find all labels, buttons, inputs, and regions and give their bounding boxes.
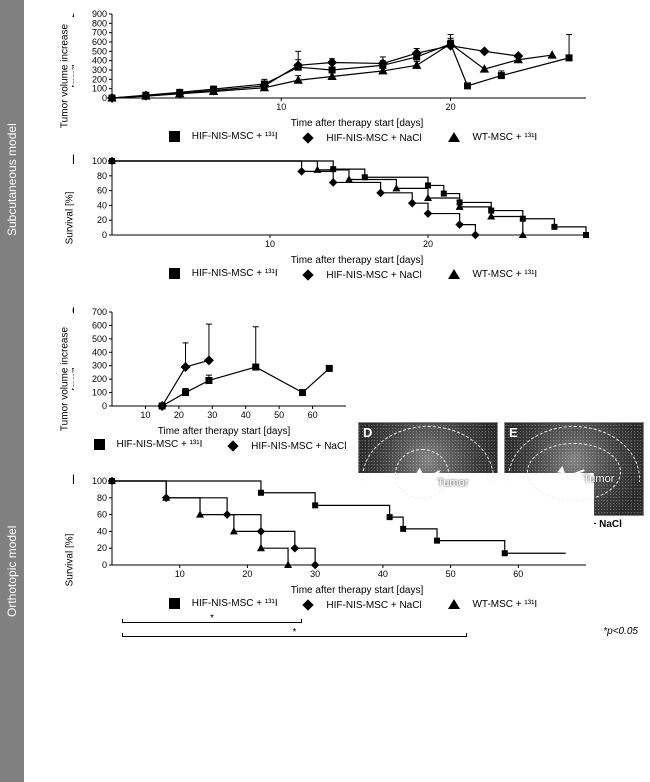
sig-bracket-2: * bbox=[122, 636, 467, 642]
panel-F: F Survival [%] 020406080100102030405060 … bbox=[74, 473, 640, 646]
panel-tag-E: E bbox=[509, 425, 518, 440]
svg-text:100: 100 bbox=[92, 476, 107, 486]
svg-text:30: 30 bbox=[207, 410, 217, 420]
svg-text:100: 100 bbox=[92, 156, 107, 166]
panel-C: C Tumor volume increase [mm³] 0100200300… bbox=[74, 304, 374, 453]
svg-text:50: 50 bbox=[274, 410, 284, 420]
svg-text:400: 400 bbox=[92, 347, 107, 357]
legend-A: HIF-NIS-MSC + ¹³¹I HIF-NIS-MSC + NaCl WT… bbox=[74, 131, 640, 145]
tumor-label-E: Tumor bbox=[583, 473, 614, 485]
svg-text:500: 500 bbox=[92, 334, 107, 344]
svg-text:0: 0 bbox=[102, 560, 107, 570]
panel-B: B Survival [%] 0204060801001020 Time aft… bbox=[74, 153, 640, 282]
p-value-note: *p<0.05 bbox=[603, 626, 638, 637]
panel-A: A Tumor volume increase [mm³] 0100200300… bbox=[74, 6, 640, 145]
svg-text:40: 40 bbox=[97, 200, 107, 210]
sig-bracket-1: * bbox=[122, 622, 302, 628]
svg-text:20: 20 bbox=[423, 239, 433, 249]
svg-text:20: 20 bbox=[174, 410, 184, 420]
svg-text:100: 100 bbox=[92, 84, 107, 94]
svg-text:60: 60 bbox=[97, 510, 107, 520]
panel-tag-D: D bbox=[363, 425, 372, 440]
figure-container: Subcutaneous model Orthotopic model A Tu… bbox=[0, 0, 650, 782]
svg-text:40: 40 bbox=[241, 410, 251, 420]
triangle-icon bbox=[448, 132, 460, 142]
svg-text:300: 300 bbox=[92, 65, 107, 75]
svg-text:10: 10 bbox=[265, 239, 275, 249]
chart-F: 0 20 40 60 80 100 10 20 30 40 50 60 bbox=[74, 473, 594, 583]
svg-text:0: 0 bbox=[102, 230, 107, 240]
svg-text:300: 300 bbox=[92, 361, 107, 371]
svg-text:10: 10 bbox=[140, 410, 150, 420]
chart-A: 0100200300400500600700800900 10 20 bbox=[74, 6, 594, 116]
chart-C: 0 100 200 300 400 500 600 700 10 20 30 40 50 60 bbox=[74, 304, 354, 424]
triangle-icon bbox=[448, 269, 460, 279]
significance-brackets: * * *p<0.05 bbox=[74, 618, 640, 646]
svg-text:20: 20 bbox=[446, 102, 456, 112]
svg-text:60: 60 bbox=[97, 186, 107, 196]
main-panels: A Tumor volume increase [mm³] 0100200300… bbox=[24, 0, 650, 782]
svg-text:80: 80 bbox=[97, 493, 107, 503]
svg-text:20: 20 bbox=[97, 215, 107, 225]
square-icon bbox=[94, 439, 105, 450]
sig-star-2: * bbox=[293, 627, 297, 638]
diamond-icon bbox=[303, 132, 314, 143]
svg-text:800: 800 bbox=[92, 18, 107, 28]
svg-text:0: 0 bbox=[102, 93, 107, 103]
svg-text:0: 0 bbox=[102, 401, 107, 411]
diamond-icon bbox=[303, 599, 314, 610]
triangle-icon bbox=[448, 599, 460, 609]
svg-text:20: 20 bbox=[97, 543, 107, 553]
xlabel-B: Time after therapy start [days] bbox=[74, 255, 640, 266]
svg-text:60: 60 bbox=[308, 410, 318, 420]
svg-text:700: 700 bbox=[92, 28, 107, 38]
square-icon bbox=[169, 268, 180, 279]
sidebar-label-orthotopic: Orthotopic model bbox=[0, 360, 24, 782]
sidebar: Subcutaneous model Orthotopic model bbox=[0, 0, 24, 782]
chart-B: 0 20 40 60 80 100 10 20 bbox=[74, 153, 594, 253]
svg-text:600: 600 bbox=[92, 37, 107, 47]
svg-text:10: 10 bbox=[175, 569, 185, 579]
diamond-icon bbox=[227, 440, 238, 451]
svg-text:600: 600 bbox=[92, 320, 107, 330]
tumor-label-D: Tumor bbox=[437, 477, 468, 489]
svg-text:700: 700 bbox=[92, 307, 107, 317]
svg-text:200: 200 bbox=[92, 374, 107, 384]
legend-B: HIF-NIS-MSC + ¹³¹I HIF-NIS-MSC + NaCl WT… bbox=[74, 268, 640, 282]
xlabel-C: Time after therapy start [days] bbox=[74, 426, 374, 437]
square-icon bbox=[169, 131, 180, 142]
svg-text:200: 200 bbox=[92, 74, 107, 84]
diamond-icon bbox=[303, 269, 314, 280]
svg-text:50: 50 bbox=[446, 569, 456, 579]
svg-text:900: 900 bbox=[92, 9, 107, 19]
legend-F: HIF-NIS-MSC + ¹³¹I HIF-NIS-MSC + NaCl WT… bbox=[74, 598, 640, 612]
svg-text:40: 40 bbox=[97, 526, 107, 536]
xlabel-F: Time after therapy start [days] bbox=[74, 585, 640, 596]
svg-text:20: 20 bbox=[242, 569, 252, 579]
svg-text:100: 100 bbox=[92, 388, 107, 398]
svg-text:30: 30 bbox=[310, 569, 320, 579]
svg-text:10: 10 bbox=[276, 102, 286, 112]
svg-text:60: 60 bbox=[513, 569, 523, 579]
legend-C: HIF-NIS-MSC + ¹³¹I HIF-NIS-MSC + NaCl bbox=[74, 439, 374, 453]
square-icon bbox=[169, 598, 180, 609]
xlabel-A: Time after therapy start [days] bbox=[74, 118, 640, 129]
svg-text:80: 80 bbox=[97, 171, 107, 181]
sidebar-label-subcutaneous: Subcutaneous model bbox=[0, 0, 24, 360]
svg-text:40: 40 bbox=[378, 569, 388, 579]
sig-star-1: * bbox=[210, 613, 214, 624]
svg-text:500: 500 bbox=[92, 46, 107, 56]
svg-text:400: 400 bbox=[92, 56, 107, 66]
